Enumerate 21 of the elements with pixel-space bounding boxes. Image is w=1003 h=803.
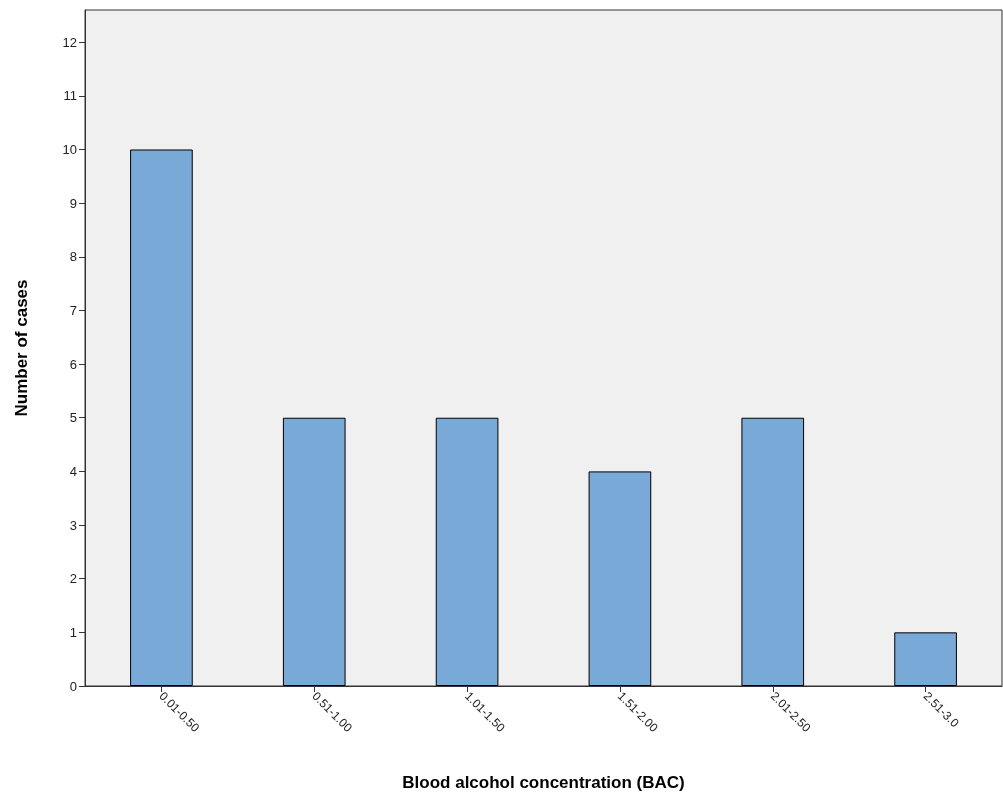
- x-axis-title: Blood alcohol concentration (BAC): [402, 773, 685, 792]
- y-tick-label: 12: [62, 34, 77, 50]
- bar: [588, 471, 652, 686]
- y-tick-label: 4: [69, 463, 77, 479]
- y-tick-label: 7: [69, 302, 77, 318]
- y-tick-label: 3: [69, 517, 77, 533]
- bar: [741, 417, 805, 686]
- bar: [894, 632, 957, 686]
- y-tick-label: 8: [69, 249, 77, 265]
- y-tick-label: 10: [62, 141, 77, 157]
- bar: [130, 149, 193, 686]
- y-axis-title: Number of cases: [12, 279, 31, 417]
- y-tick-label: 2: [69, 571, 77, 587]
- y-tick-label: 11: [63, 88, 77, 104]
- bar: [282, 417, 346, 686]
- y-tick-label: 9: [69, 195, 77, 211]
- y-tick-label: 0: [69, 678, 77, 694]
- y-tick-label: 6: [69, 356, 77, 372]
- y-tick-label: 1: [69, 624, 77, 640]
- y-tick-label: 5: [69, 410, 77, 426]
- bar: [435, 417, 499, 686]
